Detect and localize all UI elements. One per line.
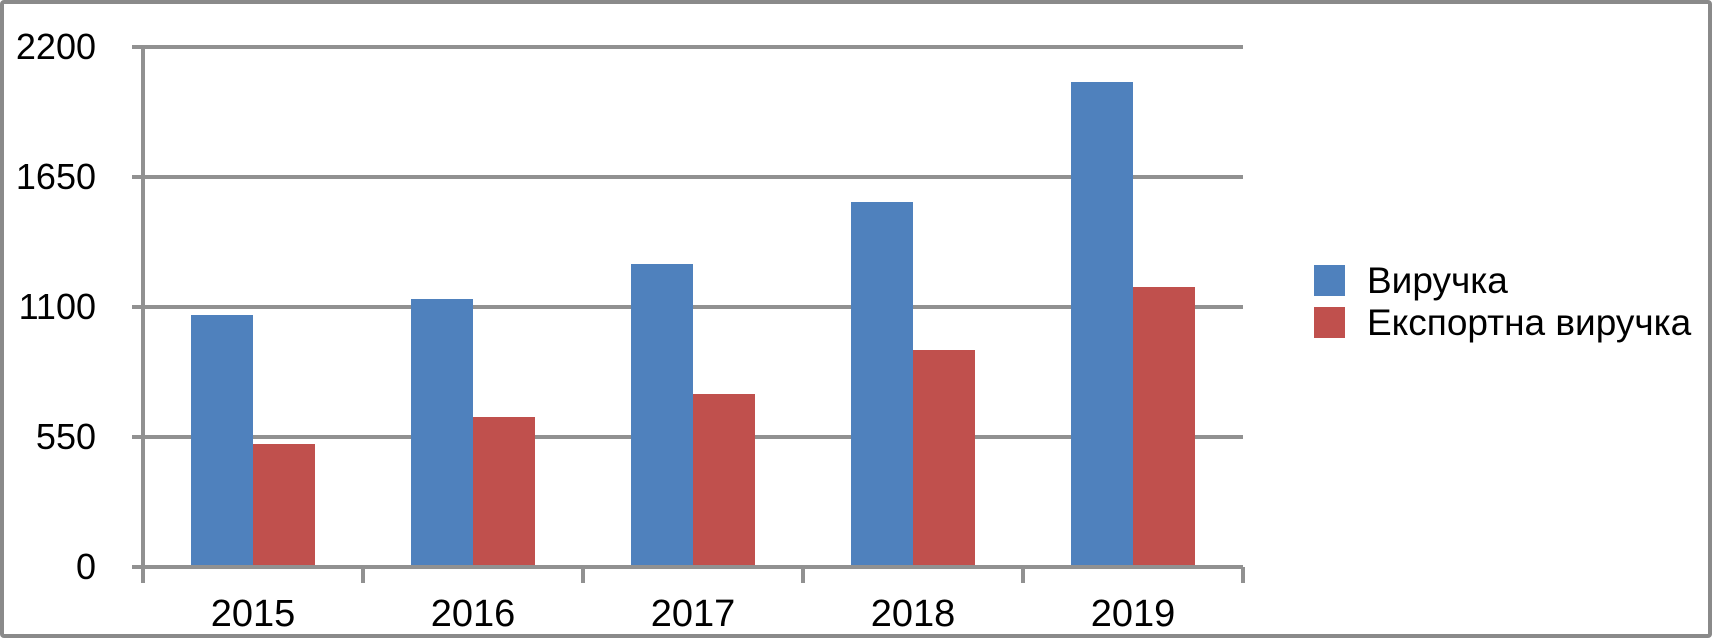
gridline bbox=[132, 175, 1243, 179]
x-axis-tick bbox=[581, 567, 585, 583]
x-axis-tick bbox=[141, 567, 145, 583]
bar bbox=[411, 298, 473, 565]
bar bbox=[693, 394, 755, 565]
y-axis-tick-label: 550 bbox=[35, 416, 96, 457]
legend-item: Експортна виручка bbox=[1314, 302, 1692, 343]
x-axis-tick bbox=[361, 567, 365, 583]
x-axis-label: 2015 bbox=[210, 593, 296, 635]
y-axis-tick-label: 2200 bbox=[15, 26, 96, 67]
x-axis-line bbox=[132, 565, 1243, 569]
y-axis-tick-label: 0 bbox=[75, 546, 96, 587]
legend-swatch bbox=[1314, 307, 1345, 338]
bar bbox=[191, 315, 253, 565]
y-axis-line bbox=[141, 45, 145, 583]
legend-item: Виручка bbox=[1314, 260, 1691, 301]
x-axis-tick bbox=[801, 567, 805, 583]
legend-label: Експортна виручка bbox=[1367, 302, 1692, 343]
bar bbox=[1071, 82, 1133, 565]
y-axis-tick-label: 1100 bbox=[18, 286, 96, 327]
x-axis-label: 2016 bbox=[430, 593, 516, 635]
bar bbox=[473, 416, 535, 565]
bar bbox=[1133, 287, 1195, 565]
x-axis-label: 2019 bbox=[1090, 593, 1176, 635]
y-axis-tick-label: 1650 bbox=[15, 156, 96, 197]
legend-swatch bbox=[1314, 265, 1345, 296]
gridline bbox=[132, 45, 1243, 49]
bar bbox=[631, 263, 693, 565]
legend: Виручка Експортна виручка bbox=[1314, 260, 1692, 349]
x-axis-tick bbox=[1241, 567, 1245, 583]
x-axis-tick bbox=[1021, 567, 1025, 583]
legend-label: Виручка bbox=[1367, 260, 1508, 301]
bar bbox=[913, 349, 975, 565]
bar bbox=[253, 443, 315, 565]
bar bbox=[851, 202, 913, 565]
x-axis-label: 2018 bbox=[870, 593, 956, 635]
x-axis-label: 2017 bbox=[650, 593, 736, 635]
